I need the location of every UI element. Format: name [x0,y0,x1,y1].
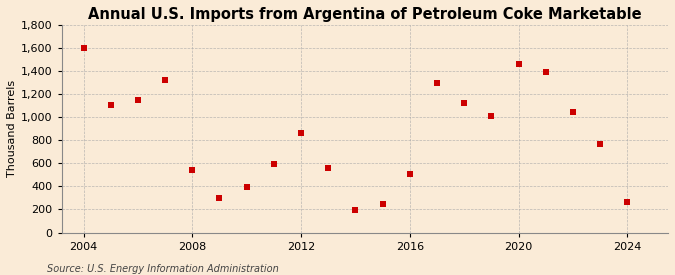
Point [132,97,143,102]
Point [350,208,361,212]
Point [513,62,524,66]
Point [459,101,470,105]
Point [105,103,116,108]
Point [214,196,225,200]
Text: Source: U.S. Energy Information Administration: Source: U.S. Energy Information Administ… [47,264,279,274]
Point [78,45,89,50]
Point [568,110,578,114]
Point [241,185,252,189]
Point [377,201,388,206]
Point [404,171,415,176]
Point [486,114,497,118]
Point [187,168,198,172]
Title: Annual U.S. Imports from Argentina of Petroleum Coke Marketable: Annual U.S. Imports from Argentina of Pe… [88,7,642,22]
Point [540,70,551,74]
Point [160,78,171,82]
Point [431,81,442,86]
Point [269,162,279,167]
Point [296,131,306,135]
Point [323,166,333,170]
Y-axis label: Thousand Barrels: Thousand Barrels [7,80,17,177]
Point [595,141,605,146]
Point [622,200,632,205]
